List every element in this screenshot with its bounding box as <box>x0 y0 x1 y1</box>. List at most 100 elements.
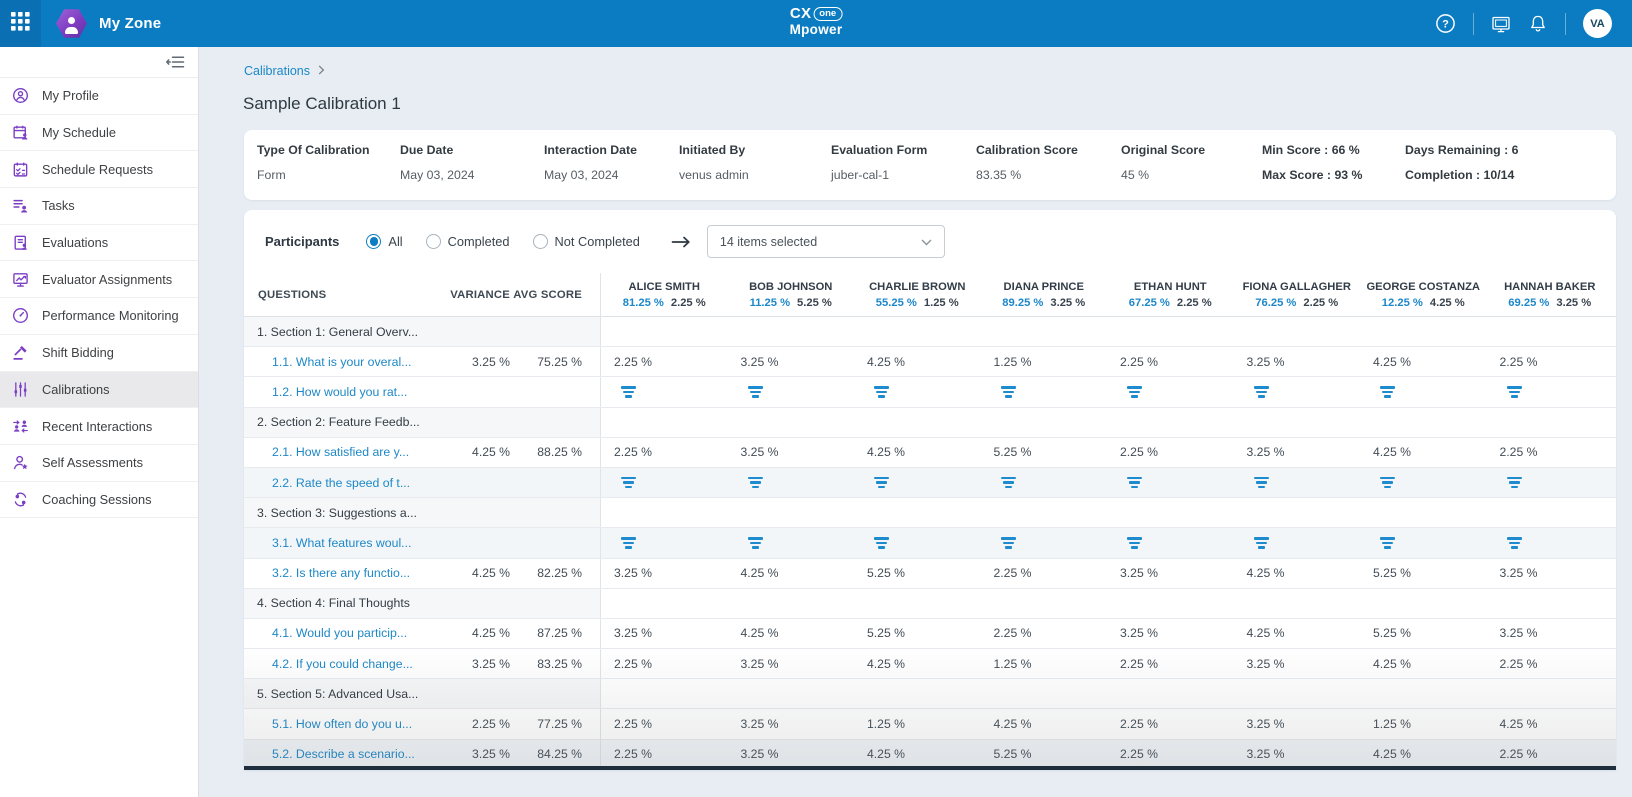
text-response-icon[interactable] <box>1127 477 1142 489</box>
question-row: 1.2. How would you rat... <box>244 377 1616 407</box>
column-header-avg-score: AVG SCORE <box>510 273 600 316</box>
sidebar-item-schedule-requests[interactable]: Schedule Requests <box>0 151 198 188</box>
info-field-value: 45 % <box>1121 168 1262 182</box>
participant-score-value: 2.25 % <box>614 657 652 671</box>
radio-not-completed[interactable]: Not Completed <box>533 234 640 249</box>
participant-score-value: 1.25 % <box>994 657 1032 671</box>
text-response-icon[interactable] <box>748 386 763 398</box>
avg-score-value: 82.25 % <box>537 566 582 580</box>
sidebar-item-self-assessments[interactable]: Self Assessments <box>0 445 198 482</box>
text-response-icon[interactable] <box>1254 537 1269 549</box>
radio-completed[interactable]: Completed <box>426 234 510 249</box>
sidebar-item-evaluations[interactable]: Evaluations <box>0 225 198 262</box>
participant-score-cell: 4.25 % <box>728 619 855 648</box>
text-response-icon[interactable] <box>1127 537 1142 549</box>
avg-score-cell: 75.25 % <box>510 347 600 376</box>
question-link[interactable]: 2.2. Rate the speed of t... <box>244 476 410 490</box>
variance-cell: 3.25 % <box>422 649 510 678</box>
text-response-icon[interactable] <box>748 477 763 489</box>
participant-score-cell: 2.25 % <box>601 709 728 738</box>
sidebar-item-recent-interactions[interactable]: Recent Interactions <box>0 408 198 445</box>
profile-icon <box>11 87 29 105</box>
sidebar-item-calibrations[interactable]: Calibrations <box>0 372 198 409</box>
participant-cells: 3.25 %4.25 %5.25 %2.25 %3.25 %4.25 %5.25… <box>600 559 1616 588</box>
text-response-icon[interactable] <box>874 537 889 549</box>
question-link[interactable]: 5.1. How often do you u... <box>244 717 412 731</box>
text-response-icon[interactable] <box>621 537 636 549</box>
participant-cells: 3.25 %4.25 %5.25 %2.25 %3.25 %4.25 %5.25… <box>600 619 1616 648</box>
participant-text-cell <box>601 468 728 497</box>
sidebar-item-coaching-sessions[interactable]: Coaching Sessions <box>0 482 198 519</box>
column-header-label: QUESTIONS <box>258 289 326 301</box>
text-response-icon[interactable] <box>1254 477 1269 489</box>
sidebar-item-my-schedule[interactable]: My Schedule <box>0 115 198 152</box>
participant-score-cell: 2.25 % <box>981 619 1108 648</box>
participant-score-value: 2.25 % <box>1500 445 1538 459</box>
variance-cell <box>422 468 510 497</box>
sidebar-item-shift-bidding[interactable]: Shift Bidding <box>0 335 198 372</box>
participant-column-bob-johnson: BOB JOHNSON11.25 %5.25 % <box>728 273 855 316</box>
question-link[interactable]: 4.2. If you could change... <box>244 657 413 671</box>
text-response-icon[interactable] <box>1127 386 1142 398</box>
text-response-icon[interactable] <box>1380 386 1395 398</box>
question-link[interactable]: 3.1. What features woul... <box>244 536 411 550</box>
info-field-value: Completion : 10/14 <box>1405 168 1616 182</box>
text-response-icon[interactable] <box>1380 537 1395 549</box>
text-response-icon[interactable] <box>1507 386 1522 398</box>
text-response-icon[interactable] <box>874 386 889 398</box>
text-response-icon[interactable] <box>1001 477 1016 489</box>
text-response-icon[interactable] <box>621 477 636 489</box>
section-label: 1. Section 1: General Overv... <box>244 317 600 346</box>
notifications-bell-icon[interactable] <box>1528 14 1548 34</box>
sidebar-item-performance-monitoring[interactable]: Performance Monitoring <box>0 298 198 335</box>
participant-scores: 11.25 %5.25 % <box>750 297 832 309</box>
section-row: 1. Section 1: General Overv... <box>244 317 1616 347</box>
info-field-calibration-score: Calibration Score83.35 % <box>976 143 1121 200</box>
participants-dropdown[interactable]: 14 items selected <box>707 225 945 258</box>
participant-score-cell: 4.25 % <box>854 740 981 769</box>
participant-score-cell: 3.25 % <box>1234 740 1361 769</box>
help-icon[interactable]: ? <box>1435 13 1456 34</box>
participant-name: FIONA GALLAGHER <box>1243 281 1351 293</box>
radio-all[interactable]: All <box>366 234 402 249</box>
sidebar-item-evaluator-assignments[interactable]: Evaluator Assignments <box>0 261 198 298</box>
section-row: 4. Section 4: Final Thoughts <box>244 589 1616 619</box>
participant-score-value: 2.25 % <box>1120 717 1158 731</box>
text-response-icon[interactable] <box>1507 477 1522 489</box>
avg-score-value: 83.25 % <box>537 657 582 671</box>
text-response-icon[interactable] <box>1254 386 1269 398</box>
question-link[interactable]: 1.1. What is your overal... <box>244 355 411 369</box>
text-response-icon[interactable] <box>621 386 636 398</box>
avg-score-value: 87.25 % <box>537 626 582 640</box>
text-response-icon[interactable] <box>874 477 889 489</box>
breadcrumb-link-calibrations[interactable]: Calibrations <box>244 64 310 78</box>
app-launcher-button[interactable] <box>0 0 41 47</box>
question-link[interactable]: 1.2. How would you rat... <box>244 385 407 399</box>
participant-score-value: 2.25 % <box>614 355 652 369</box>
question-cell: 3.2. Is there any functio... <box>244 559 422 588</box>
screen-share-icon[interactable] <box>1491 14 1511 34</box>
text-response-icon[interactable] <box>748 537 763 549</box>
question-link[interactable]: 4.1. Would you particip... <box>244 626 407 640</box>
question-link[interactable]: 5.2. Describe a scenario... <box>244 747 415 761</box>
avg-score-value: 75.25 % <box>537 355 582 369</box>
question-link[interactable]: 3.2. Is there any functio... <box>244 566 410 580</box>
text-response-icon[interactable] <box>1507 537 1522 549</box>
sidebar-collapse-icon[interactable] <box>166 55 185 69</box>
participant-score-value: 3.25 % <box>1120 626 1158 640</box>
sidebar-item-tasks[interactable]: Tasks <box>0 188 198 225</box>
sidebar-item-my-profile[interactable]: My Profile <box>0 78 198 115</box>
text-response-icon[interactable] <box>1380 477 1395 489</box>
text-response-icon[interactable] <box>1001 537 1016 549</box>
question-row: 4.1. Would you particip... 4.25 % 87.25 % 3… <box>244 619 1616 649</box>
avg-score-cell: 84.25 % <box>510 740 600 769</box>
participant-text-cell <box>1107 468 1234 497</box>
question-link[interactable]: 2.1. How satisfied are y... <box>244 445 409 459</box>
participant-text-cell <box>1234 468 1361 497</box>
participant-score-cell: 1.25 % <box>854 709 981 738</box>
section-row-filler <box>600 498 1616 527</box>
column-header-questions: QUESTIONS <box>244 273 422 316</box>
text-response-icon[interactable] <box>1001 386 1016 398</box>
info-field-value: Max Score : 93 % <box>1262 168 1405 182</box>
user-avatar[interactable]: VA <box>1583 9 1612 38</box>
